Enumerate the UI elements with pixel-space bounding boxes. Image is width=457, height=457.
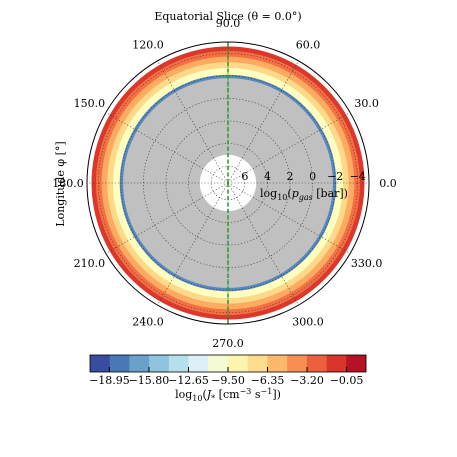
colorbar-segment bbox=[109, 355, 130, 372]
angular-grid-line-5 bbox=[105, 112, 229, 184]
colorbar-segment bbox=[168, 355, 189, 372]
colorbar-label: log10(J* [cm−3 s−1]) bbox=[175, 387, 281, 403]
angular-tick-label: 300.0 bbox=[292, 316, 324, 329]
angular-grid-line-11 bbox=[227, 182, 351, 254]
radial-tick-label: 4 bbox=[264, 170, 271, 183]
radial-tick-label: −2 bbox=[327, 170, 343, 183]
colorbar-segment bbox=[247, 355, 268, 372]
angular-tick-label: 120.0 bbox=[132, 38, 164, 51]
colorbar-segment bbox=[326, 355, 347, 372]
colorbar-tick-label: −0.05 bbox=[330, 374, 364, 387]
angular-tick-label: 0.0 bbox=[379, 177, 397, 190]
polar-frame bbox=[86, 41, 370, 325]
angular-grid-line-4 bbox=[157, 60, 229, 184]
colorbar-segment bbox=[306, 355, 327, 372]
chart-title: Equatorial Slice (θ = 0.0°) bbox=[154, 10, 301, 23]
angular-axis-label: Longitude φ [°] bbox=[54, 141, 67, 226]
radial-tick-label: 2 bbox=[287, 170, 294, 183]
radial-grid-circle-5 bbox=[97, 52, 359, 314]
colorbar-tick-label: −12.65 bbox=[168, 374, 209, 387]
angular-grid-line-8 bbox=[157, 182, 229, 306]
radial-grid-circle-4 bbox=[120, 75, 336, 291]
colorbar-segment bbox=[90, 355, 111, 372]
angular-tick-label: 210.0 bbox=[74, 257, 106, 270]
colorbar-segment bbox=[346, 355, 367, 372]
radial-tick-label: 0 bbox=[309, 170, 316, 183]
colorbar-tick-label: −9.50 bbox=[211, 374, 245, 387]
colorbar: −18.95−15.80−12.65 −9.50 −6.35 −3.20 −0.05 bbox=[89, 354, 367, 387]
radial-grid-circle-3 bbox=[143, 98, 313, 268]
colorbar-segment bbox=[129, 355, 150, 372]
angular-grid-line-10 bbox=[227, 182, 299, 306]
colorbar-tick-label: −3.20 bbox=[290, 374, 324, 387]
radial-tick-label: −4 bbox=[350, 170, 366, 183]
colorbar-tick-label: −6.35 bbox=[251, 374, 285, 387]
colorbar-segment bbox=[188, 355, 209, 372]
colorbar-tick-label: −15.80 bbox=[129, 374, 170, 387]
angular-tick-label: 270.0 bbox=[212, 337, 244, 350]
angular-tick-label: 240.0 bbox=[132, 316, 164, 329]
angular-grid-line-2 bbox=[227, 60, 299, 184]
colorbar-segment bbox=[228, 355, 249, 372]
angular-grid-line-1 bbox=[227, 112, 351, 184]
colorbar-segment bbox=[149, 355, 170, 372]
colorbar-segment bbox=[208, 355, 229, 372]
angular-tick-label: 30.0 bbox=[354, 97, 379, 110]
colorbar-tick-label: −18.95 bbox=[89, 374, 130, 387]
angular-tick-label: 150.0 bbox=[74, 97, 106, 110]
angular-tick-label: 90.0 bbox=[216, 17, 241, 30]
radial-axis-label: log10(pgas [bar]) bbox=[260, 187, 348, 202]
colorbar-segment bbox=[267, 355, 288, 372]
angular-grid-line-7 bbox=[105, 182, 229, 254]
angular-tick-label: 60.0 bbox=[296, 38, 321, 51]
angular-tick-label: 330.0 bbox=[351, 257, 383, 270]
angular-tick-label: 180.0 bbox=[52, 177, 84, 190]
colorbar-segment bbox=[287, 355, 308, 372]
radial-tick-label: 6 bbox=[241, 170, 248, 183]
